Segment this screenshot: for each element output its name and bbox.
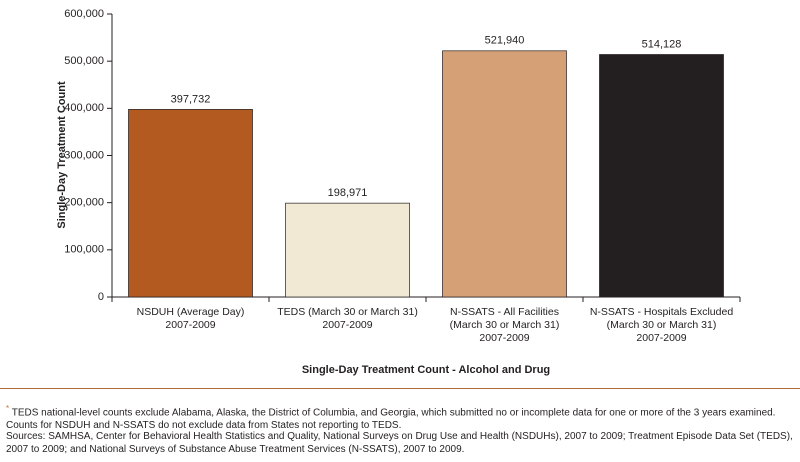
- y-tick-label: 100,000: [64, 244, 104, 256]
- y-tick-label: 600,000: [64, 8, 104, 20]
- footnote: * TEDS national-level counts exclude Ala…: [6, 402, 796, 432]
- value-label: 198,971: [328, 187, 368, 199]
- x-tick-label: N-SSATS - Hospitals Excluded (March 30 o…: [589, 306, 734, 344]
- chart: Single-Day Treatment Count 0 100,000 200,0…: [56, 8, 741, 303]
- footnote-text: TEDS national-level counts exclude Alaba…: [6, 407, 776, 432]
- y-axis-label: Single-Day Treatment Count: [56, 81, 68, 229]
- footnote-marker: *: [6, 404, 10, 413]
- x-tick-label: NSDUH (Average Day) 2007-2009: [136, 306, 245, 331]
- x-tick-label: TEDS (March 30 or March 31) 2007-2009: [277, 306, 418, 331]
- sources: Sources: SAMHSA, Center for Behavioral H…: [6, 431, 793, 455]
- value-label: 514,128: [642, 38, 682, 50]
- value-label: 521,940: [485, 35, 525, 47]
- x-axis-title: Single-Day Treatment Count - Alcohol and…: [301, 364, 551, 376]
- y-tick-label: 500,000: [64, 55, 104, 67]
- bar: [128, 109, 253, 298]
- x-tick-label: N-SSATS - All Facilities (March 30 or Ma…: [449, 306, 560, 344]
- y-tick-label: 300,000: [64, 149, 104, 161]
- divider: [0, 388, 800, 389]
- bar: [285, 202, 410, 298]
- y-tick-label: 400,000: [64, 102, 104, 114]
- bar: [599, 54, 724, 298]
- value-label: 397,732: [171, 93, 211, 105]
- y-tick-label: 0: [98, 291, 104, 303]
- y-tick-label: 200,000: [64, 197, 104, 209]
- bar: [442, 50, 567, 298]
